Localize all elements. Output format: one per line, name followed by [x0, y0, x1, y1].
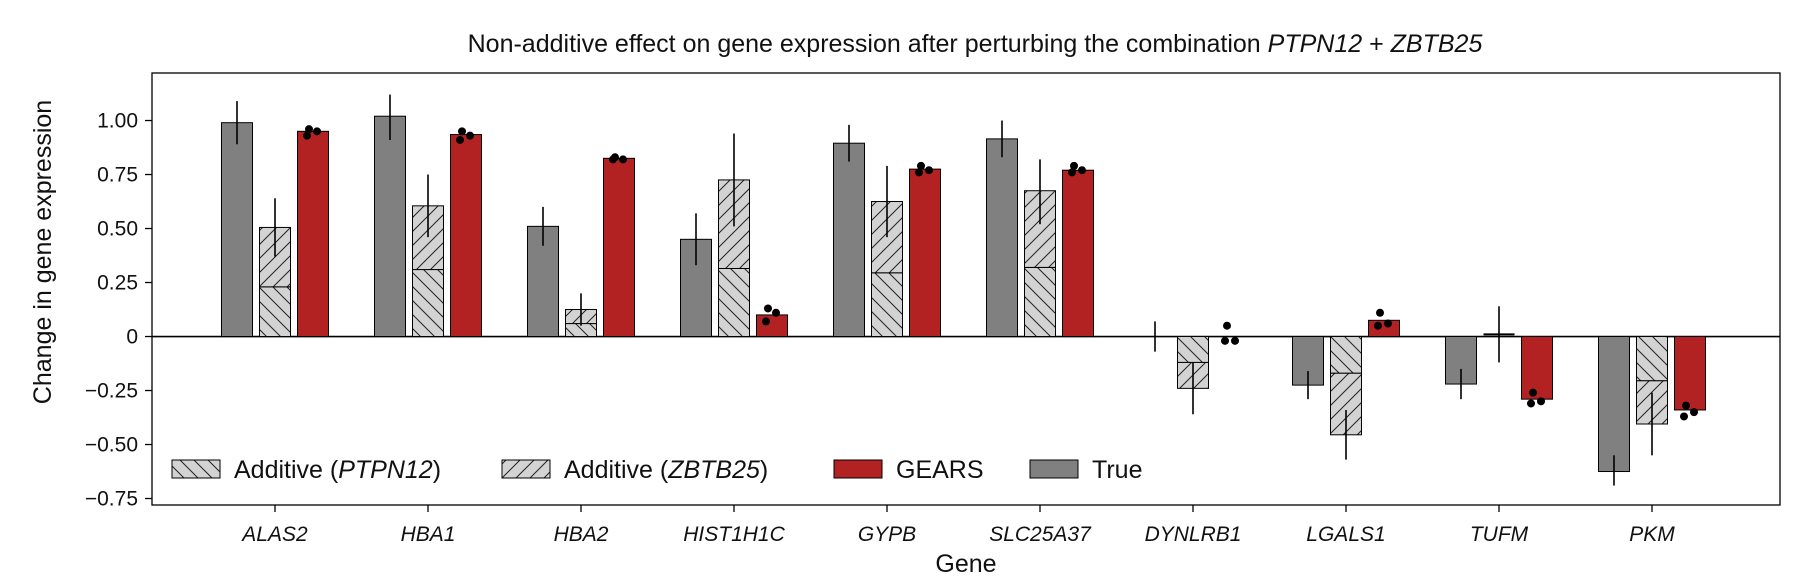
x-tick-label: ALAS2 [240, 523, 308, 546]
x-tick-label: SLC25A37 [989, 523, 1092, 546]
legend-label-text: Additive ( [234, 456, 339, 484]
bar-additive-ptpn12 [259, 286, 291, 338]
chart-title-prefix: Non-additive effect on gene expression a… [468, 30, 1268, 58]
gears-point [1068, 168, 1076, 177]
gears-point [313, 127, 321, 136]
bar-gears [297, 130, 329, 338]
y-tick-label: −0.75 [85, 488, 138, 511]
bar-true [221, 122, 253, 338]
plot-area: −0.75 −0.50 −0.25 0 0.25 0.50 0.75 1.00 ALAS2 HBA… [85, 72, 1781, 546]
legend-label-text: GEARS [896, 456, 984, 484]
x-tick-label: HIST1H1C [683, 523, 785, 546]
gears-point [456, 135, 464, 144]
bar-true [833, 142, 865, 338]
bar-gears [1521, 336, 1553, 400]
bar-additive-ptpn12 [412, 269, 444, 338]
x-tick-label: DYNLRB1 [1145, 523, 1242, 546]
legend-label-text: True [1092, 456, 1142, 484]
gears-point [1223, 321, 1231, 330]
gears-point [1384, 319, 1392, 328]
bar-gears [1062, 169, 1094, 338]
y-tick-label: 0.25 [97, 272, 138, 295]
gears-point [1070, 161, 1078, 170]
y-axis-title: Change in gene expression [29, 100, 57, 404]
x-tick-label: PKM [1629, 523, 1675, 546]
chart-title-joiner: + [1362, 30, 1391, 58]
bar-true [986, 138, 1018, 338]
y-tick-label: −0.25 [85, 380, 138, 403]
legend: Additive (PTPN12) Additive (ZBTB25) GEARS T… [171, 456, 1142, 484]
y-tick-label: 0 [126, 326, 138, 349]
bar-additive-ptpn12 [1024, 266, 1056, 338]
gears-point [925, 166, 933, 175]
bar-gears [450, 134, 482, 338]
y-tick-label: 0.50 [97, 218, 138, 241]
bar-additive-ptpn12 [1636, 336, 1668, 382]
legend-swatch-additive_b [501, 459, 551, 479]
legend-label-true: True [1092, 456, 1142, 484]
gears-point [1221, 336, 1229, 345]
gears-point [305, 125, 313, 134]
gears-point [1376, 308, 1384, 317]
x-tick-label: LGALS1 [1306, 523, 1385, 546]
x-tick-label: TUFM [1470, 523, 1529, 546]
legend-label-additive_a: Additive (PTPN12) [234, 456, 441, 484]
x-tick-label: GYPB [858, 523, 916, 546]
gears-point [458, 127, 466, 136]
gears-point [466, 131, 474, 140]
gears-point [1690, 408, 1698, 417]
chart-title: Non-additive effect on gene expression a… [468, 30, 1483, 58]
gears-point [619, 155, 627, 164]
legend-swatch-additive_a [171, 459, 221, 479]
legend-swatch-true [1029, 459, 1079, 479]
gears-point [915, 168, 923, 177]
legend-label-additive_b: Additive (ZBTB25) [564, 456, 768, 484]
gears-point [1231, 336, 1239, 345]
bar-additive-ptpn12 [1330, 336, 1362, 374]
legend-label-gene: ZBTB25 [667, 456, 760, 484]
x-tick-label: HBA2 [554, 523, 609, 546]
bar-true [1598, 336, 1630, 473]
gears-point [1529, 388, 1537, 397]
gears-point [1374, 321, 1382, 330]
chart-title-gene-b: ZBTB25 [1390, 30, 1483, 58]
gears-point [917, 161, 925, 170]
legend-label-gene: PTPN12 [338, 456, 433, 484]
y-tick-label: 0.75 [97, 164, 138, 187]
gears-point [764, 304, 772, 313]
chart-title-gene-a: PTPN12 [1268, 30, 1363, 58]
gears-point [772, 308, 780, 317]
gears-point [1527, 399, 1535, 408]
gears-point [762, 317, 770, 326]
legend-label-suffix: ) [760, 456, 768, 484]
bar-true [1292, 336, 1324, 386]
bar-additive-ptpn12 [718, 267, 750, 338]
legend-label-gears: GEARS [896, 456, 984, 484]
bar-additive-ptpn12 [871, 272, 903, 338]
bar-gears [756, 314, 788, 338]
gears-point [609, 155, 617, 164]
legend-label-text: Additive ( [564, 456, 669, 484]
gears-point [1078, 166, 1086, 175]
legend-label-suffix: ) [433, 456, 441, 484]
bar-gears [1368, 319, 1400, 338]
bar-true [374, 115, 406, 338]
y-tick-label: 1.00 [97, 110, 138, 133]
bar-additive-ptpn12 [1177, 336, 1209, 363]
gears-point [1537, 397, 1545, 406]
bar-gears [909, 168, 941, 338]
bar-additive-zbtb25 [259, 226, 291, 288]
gears-point [1682, 401, 1690, 410]
y-tick-label: −0.50 [85, 434, 138, 457]
gears-point [1680, 412, 1688, 421]
plot-frame [151, 72, 1781, 506]
x-axis-title: Gene [935, 550, 996, 577]
x-tick-label: HBA1 [401, 523, 456, 546]
gears-point [303, 131, 311, 140]
bar-gears [603, 157, 635, 338]
bar-gears [1674, 336, 1706, 411]
legend-swatch-gears [833, 459, 883, 479]
